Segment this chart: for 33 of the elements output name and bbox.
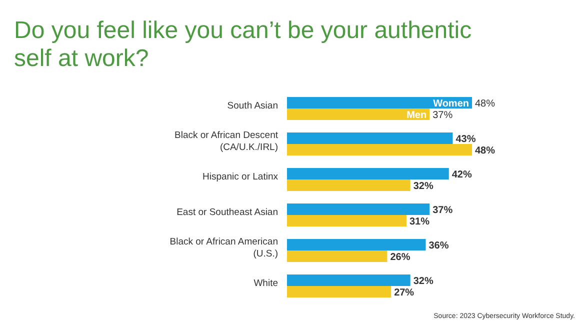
y-tick-label: East or Southeast Asian <box>176 207 278 218</box>
chart-title: Do you feel like you can’t be your authentic self at work? <box>14 17 472 72</box>
bar <box>287 239 426 250</box>
data-label: 48% <box>475 98 496 110</box>
y-tick-label: South Asian <box>227 100 278 112</box>
bar <box>287 97 472 108</box>
data-label: 32% <box>413 180 434 192</box>
bar <box>287 108 430 120</box>
bar <box>287 215 406 226</box>
y-tick-label: White <box>254 278 278 289</box>
y-tick-label: Black or African Descent (CA/U.K./IRL) <box>174 130 278 153</box>
bar <box>287 132 453 144</box>
data-label: 31% <box>409 216 430 228</box>
data-label: 37% <box>432 204 453 216</box>
series-label: Women <box>433 98 469 110</box>
bar <box>287 180 410 191</box>
bar <box>287 204 430 215</box>
y-tick-label: Hispanic or Latinx <box>202 172 278 182</box>
data-label: 36% <box>428 240 449 252</box>
bar <box>287 274 410 286</box>
data-label: 32% <box>413 276 434 287</box>
bar <box>287 250 388 262</box>
y-tick-label: Black or African American (U.S.) <box>170 236 278 260</box>
bar <box>287 144 472 156</box>
bar <box>287 168 449 180</box>
data-label: 42% <box>452 169 472 180</box>
data-label: 27% <box>394 287 414 298</box>
data-label: 26% <box>390 252 410 263</box>
bar <box>287 286 392 298</box>
series-label: Men <box>406 110 427 121</box>
data-label: 37% <box>432 110 453 121</box>
data-label: 43% <box>456 134 476 145</box>
data-label: 48% <box>475 145 496 156</box>
